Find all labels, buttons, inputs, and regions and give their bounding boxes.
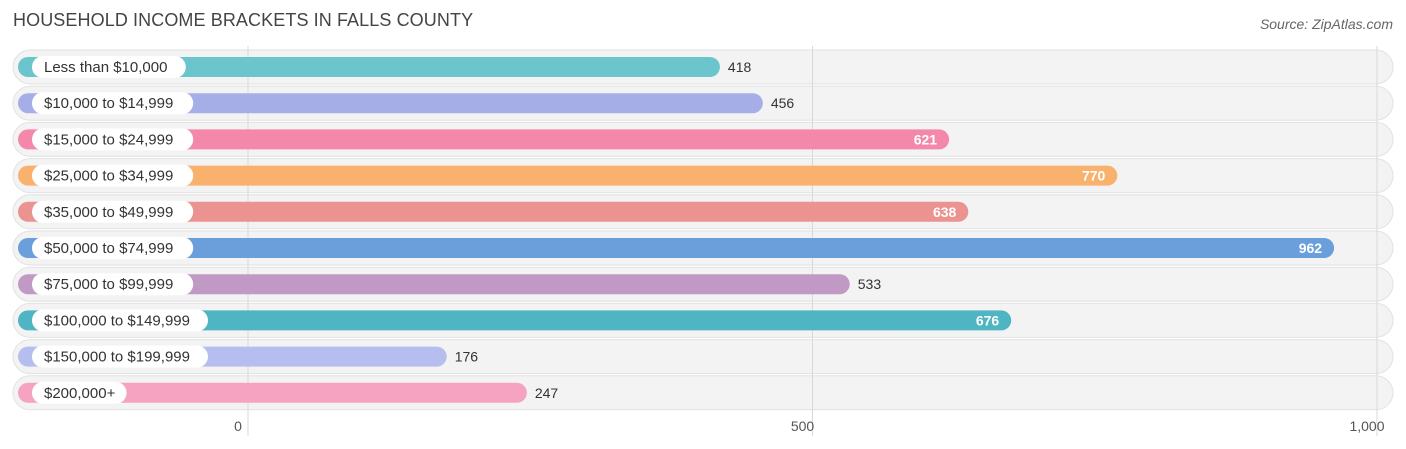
category-pill <box>32 200 194 223</box>
category-pill <box>32 381 127 404</box>
bar <box>18 57 720 77</box>
bar <box>18 382 527 403</box>
category-label: $200,000+ <box>44 385 116 402</box>
bar <box>18 238 1335 258</box>
source-note: Source: ZipAtlas.com <box>1259 16 1393 32</box>
category-label: $10,000 to $14,999 <box>44 95 173 112</box>
value-label: 418 <box>728 59 752 75</box>
bar <box>18 310 1012 331</box>
category-label: Less than $10,000 <box>44 59 167 76</box>
category-pill <box>32 92 194 115</box>
category-label: $35,000 to $49,999 <box>44 204 173 221</box>
x-tick-label: 0 <box>234 418 242 434</box>
value-label: 176 <box>455 349 479 365</box>
x-tick-label: 500 <box>791 418 815 434</box>
value-label: 247 <box>535 385 559 401</box>
category-pill <box>32 128 194 151</box>
category-pill <box>32 309 208 332</box>
value-label: 962 <box>1299 240 1323 256</box>
category-pill <box>32 56 186 78</box>
bar <box>18 165 1118 186</box>
value-label: 456 <box>771 95 795 111</box>
bar <box>18 201 969 222</box>
category-pill <box>32 273 194 296</box>
category-label: $100,000 to $149,999 <box>44 312 190 329</box>
category-label: $50,000 to $74,999 <box>44 240 173 257</box>
value-label: 533 <box>858 276 882 292</box>
category-pill <box>32 345 208 368</box>
category-label: $25,000 to $34,999 <box>44 168 173 185</box>
value-label: 638 <box>933 204 957 220</box>
value-label: 676 <box>976 312 1000 328</box>
x-tick-label: 1,000 <box>1349 418 1384 434</box>
bar <box>18 274 850 295</box>
chart-title: HOUSEHOLD INCOME BRACKETS IN FALLS COUNT… <box>13 10 474 30</box>
category-pill <box>32 237 194 259</box>
value-label: 621 <box>914 131 938 147</box>
bar <box>18 93 763 114</box>
category-label: $15,000 to $24,999 <box>44 131 173 148</box>
bar <box>18 129 950 150</box>
category-label: $150,000 to $199,999 <box>44 349 190 366</box>
category-label: $75,000 to $99,999 <box>44 276 173 293</box>
category-pill <box>32 164 194 187</box>
value-label: 770 <box>1082 168 1106 184</box>
